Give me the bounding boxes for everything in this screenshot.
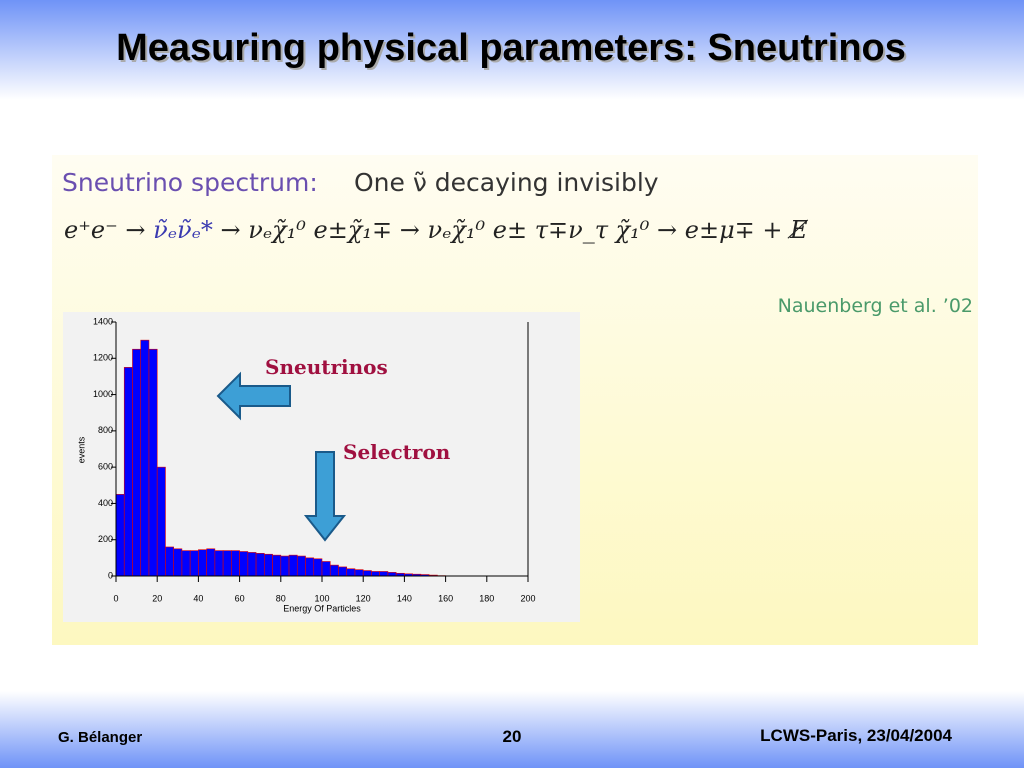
formula-part: e⁺e⁻ → — [64, 216, 153, 244]
footer-page: 20 — [503, 727, 522, 746]
x-tick-label: 120 — [356, 593, 371, 603]
bar — [222, 550, 232, 577]
arrow-down — [303, 451, 347, 542]
y-tick-label: 0 — [108, 570, 113, 580]
x-tick-label: 20 — [152, 593, 162, 603]
bar — [338, 566, 348, 577]
bar — [305, 557, 315, 577]
x-tick-label: 0 — [113, 593, 118, 603]
footer-event: LCWS-Paris, 23/04/2004 — [760, 726, 952, 745]
y-tick-label: 1000 — [93, 389, 113, 399]
x-tick-label: 180 — [479, 593, 494, 603]
heading: Sneutrino spectrum: — [62, 168, 318, 197]
x-tick-label: 60 — [235, 593, 245, 603]
x-tick-label: 200 — [520, 593, 535, 603]
y-tick-label: 1400 — [93, 316, 113, 326]
bar — [156, 466, 166, 577]
bar — [321, 561, 331, 577]
histogram: 0 200 400 600 800 1000 1200 1400 0 20 40 60 80 100 120… — [76, 316, 535, 613]
bar — [329, 564, 339, 577]
bar — [140, 339, 150, 577]
bar — [198, 549, 207, 577]
y-tick-label: 600 — [98, 462, 113, 472]
bar — [231, 550, 240, 577]
bar — [132, 348, 142, 577]
bar — [123, 367, 133, 577]
bar — [280, 555, 290, 577]
annotation: Sneutrinos — [265, 355, 388, 379]
bar — [181, 550, 191, 577]
arrow-left — [216, 371, 291, 421]
y-tick-label: 400 — [98, 498, 113, 508]
bar — [255, 553, 265, 577]
bar — [165, 546, 174, 577]
bar — [148, 348, 158, 577]
y-tick-label: 200 — [98, 534, 113, 544]
y-axis-label: events — [76, 436, 86, 463]
bar — [371, 571, 380, 577]
bar — [296, 555, 306, 577]
x-tick-label: 40 — [193, 593, 203, 603]
x-axis-label: Energy Of Particles — [283, 603, 361, 613]
reference: Nauenberg et al. ’02 — [778, 295, 973, 317]
title: Measuring physical parameters: Sneutrino… — [116, 27, 906, 69]
bar — [206, 548, 216, 577]
bar — [272, 554, 282, 577]
x-tick-label: 140 — [397, 593, 412, 603]
bar — [387, 572, 397, 577]
bar — [362, 570, 372, 577]
bar — [214, 550, 224, 577]
formula-part: → νₑχ̃₁⁰ e±χ̃₁∓ → νₑχ̃₁⁰ e± τ∓ν_τ χ̃₁⁰ →… — [213, 216, 809, 244]
title-shadow: Measuring physical parameters: Sneutrino… — [118, 29, 908, 71]
bar — [288, 554, 298, 577]
bar — [379, 571, 389, 577]
x-tick-label: 160 — [438, 593, 453, 603]
bar — [346, 568, 356, 577]
y-tick-label: 1200 — [93, 353, 113, 363]
x-tick-label: 100 — [314, 593, 329, 603]
bar — [239, 551, 249, 577]
x-tick-label: 80 — [276, 593, 286, 603]
bar — [115, 494, 125, 577]
formula-part: ν̃ₑν̃ₑ* — [153, 216, 213, 244]
bar — [354, 569, 364, 577]
subheading: One ν̃ decaying invisibly — [354, 168, 659, 197]
footer-author: G. Bélanger — [58, 729, 142, 746]
bar — [173, 548, 183, 577]
bar — [313, 558, 323, 577]
bar — [189, 550, 199, 577]
bar — [264, 553, 273, 577]
formula: e⁺e⁻ → ν̃ₑν̃ₑ* → νₑχ̃₁⁰ e±χ̃₁∓ → νₑχ̃₁⁰ … — [64, 216, 809, 244]
y-tick-label: 800 — [98, 425, 113, 435]
bar — [247, 552, 257, 577]
annotation: Selectron — [343, 440, 451, 464]
